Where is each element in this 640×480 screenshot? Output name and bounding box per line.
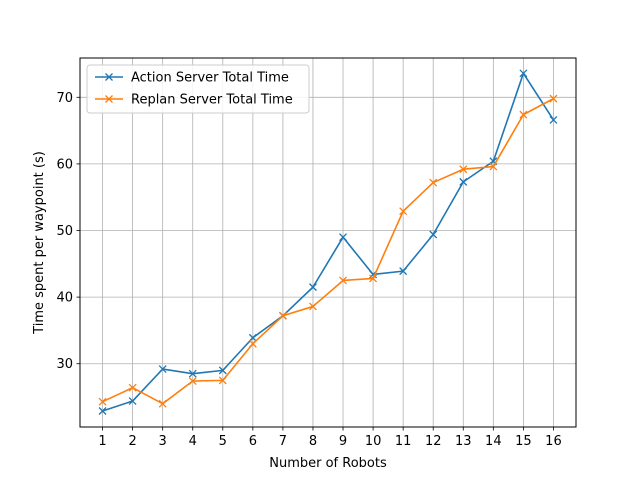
y-tick-label: 40 (56, 291, 73, 306)
data-point (158, 399, 167, 408)
y-axis-title: Time spent per waypoint (s) (32, 151, 47, 335)
data-point (309, 283, 317, 292)
legend-label: Action Server Total Time (131, 71, 289, 86)
y-tick-label: 60 (56, 157, 73, 172)
x-tick-label: 9 (339, 434, 347, 449)
data-point (429, 178, 438, 187)
x-tick-label: 14 (485, 434, 502, 449)
data-point (188, 377, 197, 386)
data-point (98, 407, 107, 415)
x-tick-label: 7 (279, 434, 287, 449)
legend-marker (105, 73, 113, 81)
plot-area-frame (79, 57, 577, 428)
data-point (459, 177, 468, 186)
data-point (218, 376, 227, 385)
legend-marker (105, 95, 113, 103)
x-tick-label: 11 (395, 434, 412, 449)
data-point (218, 366, 227, 375)
data-point (248, 339, 257, 348)
data-point (549, 94, 558, 103)
x-tick-label: 3 (159, 434, 167, 449)
data-point (369, 274, 378, 283)
data-point (128, 383, 137, 392)
legend-entry-1: Action Server Total Time (95, 71, 289, 86)
series-line (102, 72, 555, 412)
data-point (248, 333, 257, 342)
x-tick-label: 5 (219, 434, 227, 449)
x-tick-label: 8 (309, 434, 317, 449)
x-tick-label: 15 (515, 434, 532, 449)
y-tick-label: 70 (56, 91, 73, 106)
grid-lines (80, 58, 576, 427)
x-tick-label: 16 (545, 434, 562, 449)
series-2 (98, 94, 558, 408)
x-tick-label: 13 (455, 434, 472, 449)
data-point (489, 162, 498, 171)
data-point (549, 115, 558, 124)
legend-label: Replan Server Total Time (131, 93, 293, 108)
data-point (188, 369, 197, 378)
data-point (309, 302, 317, 311)
data-point (399, 267, 408, 276)
data-point (98, 397, 107, 406)
y-tick-label: 30 (56, 357, 73, 372)
data-point (158, 365, 167, 374)
series-lines (98, 69, 558, 415)
data-point (519, 110, 528, 119)
data-point (278, 311, 287, 320)
data-point (519, 69, 528, 78)
data-point (339, 233, 347, 242)
x-axis-title: Number of Robots (269, 456, 387, 471)
x-tick-label: 12 (425, 434, 442, 449)
data-point (429, 230, 438, 239)
x-tick-label: 2 (128, 434, 136, 449)
x-tick-label: 6 (249, 434, 257, 449)
x-tick-label: 10 (365, 434, 382, 449)
legend: Action Server Total Time Replan Server To… (86, 64, 310, 114)
data-point (128, 397, 137, 405)
legend-box (86, 64, 310, 114)
x-tick-label: 1 (98, 434, 106, 449)
x-tick-label: 4 (189, 434, 197, 449)
legend-entry-2: Replan Server Total Time (95, 93, 293, 108)
series-line (102, 97, 554, 405)
data-point (339, 276, 347, 285)
y-tick-label: 50 (56, 224, 73, 239)
data-point (399, 207, 408, 216)
data-point (459, 165, 468, 174)
